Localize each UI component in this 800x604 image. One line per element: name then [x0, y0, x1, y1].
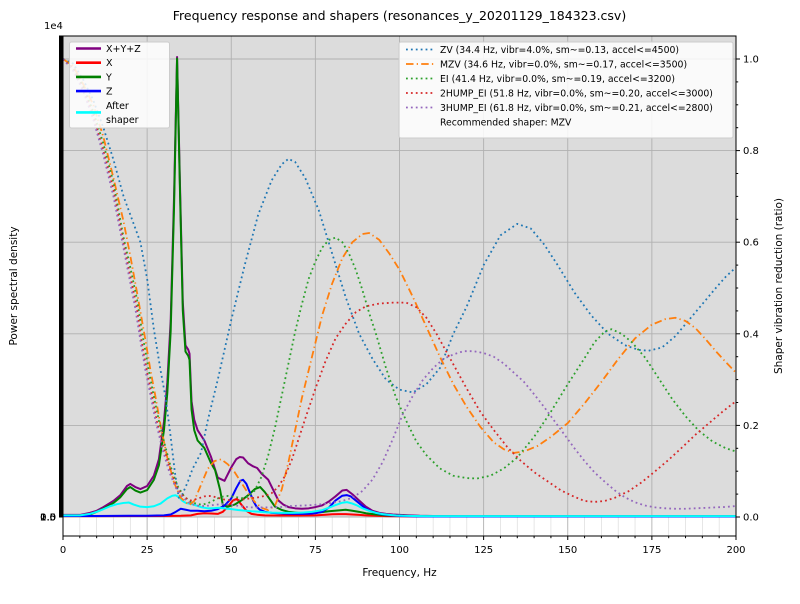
legend-psd-label-after_shaper: After [106, 101, 129, 112]
legend-psd-label-z: Z [106, 87, 113, 98]
right-y-tick-label: 1.0 [743, 55, 759, 66]
x-tick-label: 50 [225, 545, 238, 556]
right-y-tick-label: 0.6 [743, 238, 759, 249]
x-tick-label: 100 [390, 545, 409, 556]
x-tick-label: 25 [141, 545, 154, 556]
right-y-axis-label: Shaper vibration reduction (ratio) [773, 198, 785, 374]
x-tick-label: 150 [558, 545, 577, 556]
legend-shaper-label-ei: EI (41.4 Hz, vibr=0.0%, sm~=0.19, accel<… [440, 74, 675, 85]
recommended-shaper-note: Recommended shaper: MZV [440, 118, 572, 129]
legend-shaper-label-3hump_ei: 3HUMP_EI (61.8 Hz, vibr=0.0%, sm~=0.21, … [440, 103, 713, 114]
x-tick-label: 0 [60, 545, 66, 556]
legend-psd-label-xyz: X+Y+Z [106, 44, 141, 55]
legend-shaper-label-2hump_ei: 2HUMP_EI (51.8 Hz, vibr=0.0%, sm~=0.20, … [440, 89, 713, 100]
legend-shapers: ZV (34.4 Hz, vibr=4.0%, sm~=0.13, accel<… [399, 42, 733, 138]
chart-title: Frequency response and shapers (resonanc… [173, 8, 626, 23]
x-tick-label: 175 [642, 545, 661, 556]
legend-psd-label-y: Y [105, 72, 112, 83]
legend-shaper-label-zv: ZV (34.4 Hz, vibr=4.0%, sm~=0.13, accel<… [440, 45, 679, 56]
legend-shaper-label-mzv: MZV (34.6 Hz, vibr=0.0%, sm~=0.17, accel… [440, 60, 687, 71]
right-y-tick-label: 0.0 [743, 513, 759, 524]
right-y-tick-label: 0.4 [743, 329, 759, 340]
left-y-axis-label: Power spectral density [8, 226, 20, 345]
legend-psd-label-x: X [106, 58, 113, 69]
left-axis-offset-text: 1e4 [44, 21, 63, 32]
left-y-tick-label: 2.0 [40, 512, 56, 523]
right-y-tick-label: 0.8 [743, 146, 759, 157]
x-axis-label: Frequency, Hz [362, 567, 437, 579]
legend-psd-label-after_shaper: shaper [106, 115, 139, 126]
x-tick-label: 125 [474, 545, 493, 556]
x-tick-label: 75 [309, 545, 322, 556]
right-y-tick-label: 0.2 [743, 421, 759, 432]
legend-psd: X+Y+Z XYZ After shaper [70, 42, 170, 128]
x-tick-label: 200 [726, 545, 745, 556]
